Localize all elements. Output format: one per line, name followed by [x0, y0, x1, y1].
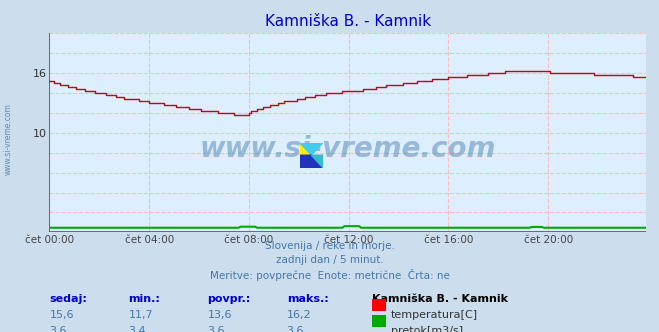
Text: zadnji dan / 5 minut.: zadnji dan / 5 minut.: [275, 255, 384, 265]
Text: 3,4: 3,4: [129, 326, 146, 332]
Text: www.si-vreme.com: www.si-vreme.com: [200, 135, 496, 163]
Text: 16,2: 16,2: [287, 310, 311, 320]
Text: min.:: min.:: [129, 294, 160, 304]
Polygon shape: [300, 143, 312, 155]
Text: 3,6: 3,6: [208, 326, 225, 332]
Text: Slovenija / reke in morje.: Slovenija / reke in morje.: [264, 241, 395, 251]
Text: Meritve: povprečne  Enote: metrične  Črta: ne: Meritve: povprečne Enote: metrične Črta:…: [210, 269, 449, 281]
Title: Kamniška B. - Kamnik: Kamniška B. - Kamnik: [264, 14, 431, 29]
Text: Kamniška B. - Kamnik: Kamniška B. - Kamnik: [372, 294, 508, 304]
Text: 11,7: 11,7: [129, 310, 153, 320]
Text: 3,6: 3,6: [49, 326, 67, 332]
Text: maks.:: maks.:: [287, 294, 328, 304]
Text: 3,6: 3,6: [287, 326, 304, 332]
Text: sedaj:: sedaj:: [49, 294, 87, 304]
Text: povpr.:: povpr.:: [208, 294, 251, 304]
Text: www.si-vreme.com: www.si-vreme.com: [3, 104, 13, 175]
Text: temperatura[C]: temperatura[C]: [391, 310, 478, 320]
Text: 15,6: 15,6: [49, 310, 74, 320]
Text: pretok[m3/s]: pretok[m3/s]: [391, 326, 463, 332]
Polygon shape: [300, 155, 323, 168]
Polygon shape: [312, 155, 323, 168]
Text: 13,6: 13,6: [208, 310, 232, 320]
Polygon shape: [300, 143, 323, 155]
